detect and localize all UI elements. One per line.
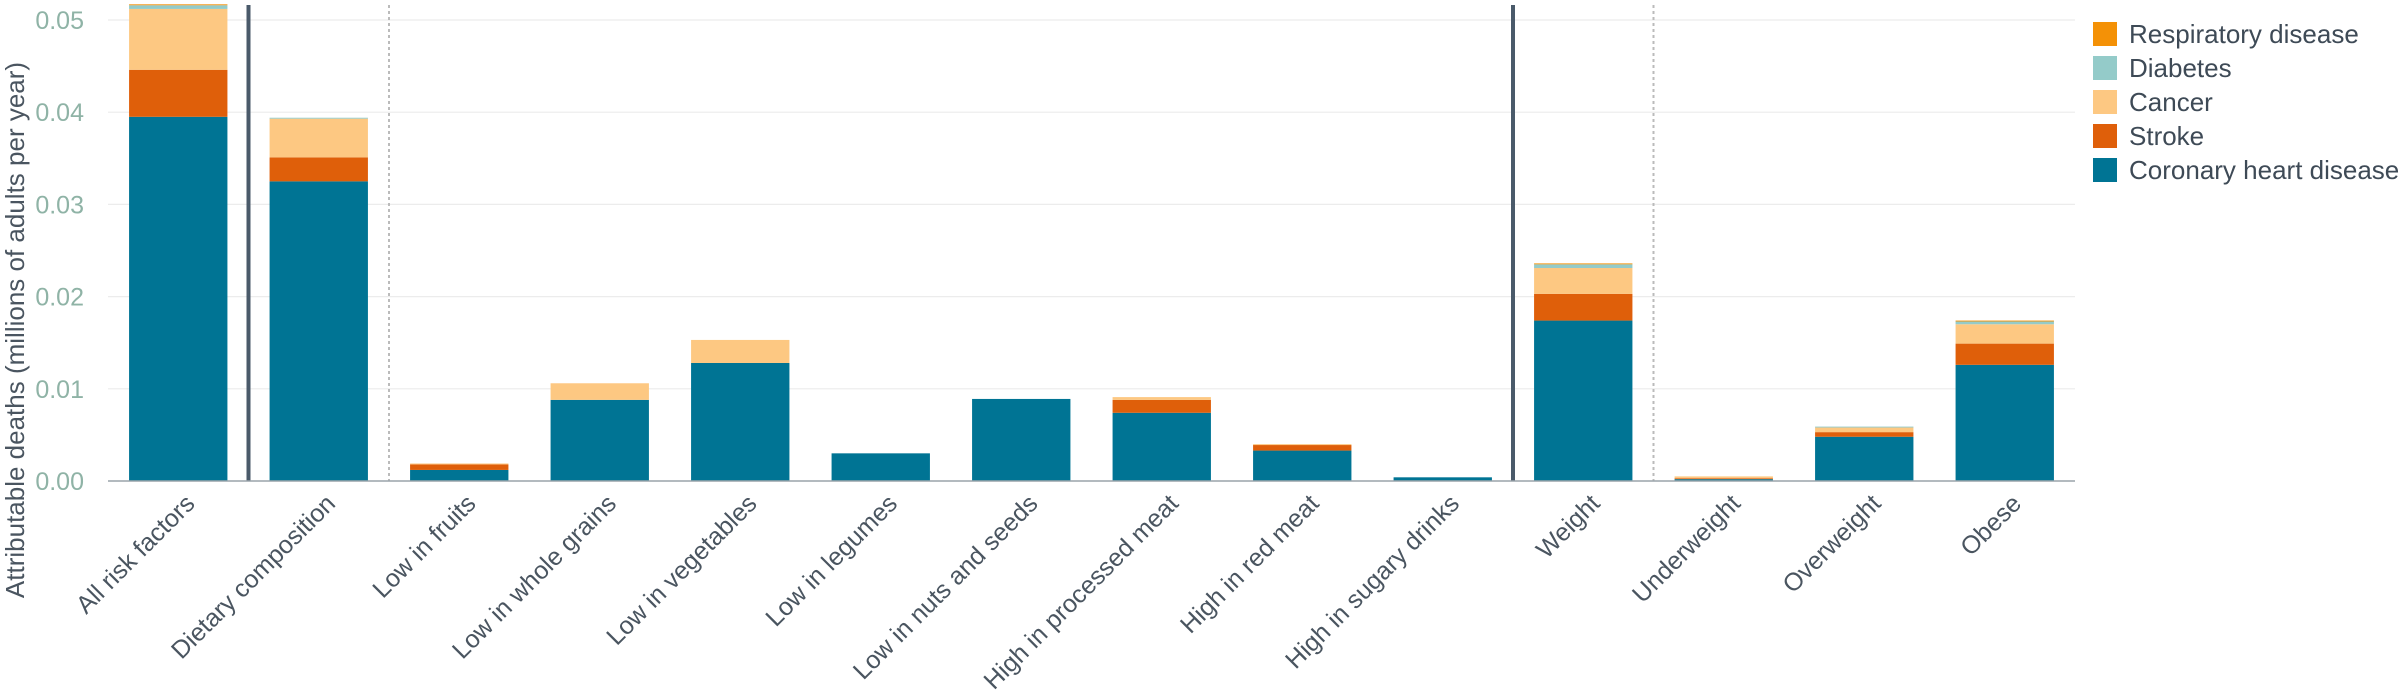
bars xyxy=(129,4,2054,481)
y-tick-label: 0.01 xyxy=(35,376,84,404)
legend-swatch xyxy=(2093,22,2117,46)
bar-segment-stroke xyxy=(269,157,368,182)
bar-segment-diabetes xyxy=(129,5,228,9)
bar-segment-cancer xyxy=(410,463,509,465)
bar-segment-respiratory-disease xyxy=(1534,263,1633,265)
bar-segment-coronary-heart-disease xyxy=(129,116,228,481)
bar-segment-stroke xyxy=(1815,432,1914,437)
bar-stack xyxy=(691,339,790,481)
bar-segment-stroke xyxy=(1674,478,1773,480)
bar-segment-coronary-heart-disease xyxy=(1253,450,1352,481)
legend-label: Cancer xyxy=(2129,87,2213,117)
bar-stack xyxy=(1534,263,1633,481)
legend-item: Cancer xyxy=(2093,87,2213,117)
bar-segment-coronary-heart-disease xyxy=(831,453,930,481)
bar-segment-diabetes xyxy=(1815,426,1914,428)
bar-stack xyxy=(972,398,1071,481)
legend-swatch xyxy=(2093,124,2117,148)
legend-label: Stroke xyxy=(2129,121,2204,151)
bar-segment-coronary-heart-disease xyxy=(972,398,1071,481)
bar-stack xyxy=(1674,476,1773,481)
y-axis-ticks: 0.00 0.01 0.02 0.03 0.04 0.05 xyxy=(35,7,84,496)
bar-segment-coronary-heart-disease xyxy=(1815,436,1914,481)
bar-segment-cancer xyxy=(1112,397,1211,400)
bar-stack xyxy=(410,463,509,481)
bar-segment-coronary-heart-disease xyxy=(1112,412,1211,481)
bar-segment-cancer xyxy=(1253,444,1352,446)
bar-segment-cancer xyxy=(269,118,368,158)
bar-segment-stroke xyxy=(1253,445,1352,451)
bar-stack xyxy=(129,4,228,481)
legend-item: Coronary heart disease xyxy=(2093,155,2399,185)
bar-segment-coronary-heart-disease xyxy=(1674,479,1773,481)
x-tick-label: Weight xyxy=(1531,489,1606,564)
x-tick-label: Low in vegetables xyxy=(601,489,762,650)
bar-stack xyxy=(550,383,649,481)
bar-stack xyxy=(1815,426,1914,481)
bar-segment-respiratory-disease xyxy=(129,4,228,6)
bar-segment-coronary-heart-disease xyxy=(269,181,368,481)
x-tick-label: Low in legumes xyxy=(760,489,903,632)
bar-stack xyxy=(1955,320,2054,481)
bar-segment-coronary-heart-disease xyxy=(1393,477,1492,481)
x-tick-label: High in red meat xyxy=(1175,489,1325,639)
y-axis-title: Attributable deaths (millions of adults … xyxy=(0,62,30,598)
gridlines xyxy=(108,19,2075,390)
legend-label: Diabetes xyxy=(2129,53,2232,83)
legend-item: Diabetes xyxy=(2093,53,2232,83)
bar-segment-stroke xyxy=(129,69,228,117)
legend-item: Stroke xyxy=(2093,121,2204,151)
legend-swatch xyxy=(2093,56,2117,80)
bar-segment-respiratory-disease xyxy=(1955,320,2054,322)
bar-stack xyxy=(1112,397,1211,481)
bar-segment-coronary-heart-disease xyxy=(1955,364,2054,481)
y-tick-label: 0.05 xyxy=(35,7,84,35)
bar-segment-coronary-heart-disease xyxy=(550,399,649,481)
bar-segment-stroke xyxy=(410,464,509,470)
legend-label: Respiratory disease xyxy=(2129,19,2359,49)
bar-segment-diabetes xyxy=(1955,321,2054,325)
legend: Respiratory disease Diabetes Cancer Stroke C… xyxy=(2093,19,2399,185)
bar-segment-stroke xyxy=(1112,399,1211,413)
bar-segment-stroke xyxy=(1955,343,2054,365)
x-tick-label: Underweight xyxy=(1627,489,1746,608)
bar-stack xyxy=(831,453,930,481)
bar-segment-cancer xyxy=(129,8,228,70)
y-tick-label: 0.04 xyxy=(35,99,84,127)
bar-segment-diabetes xyxy=(1534,264,1633,269)
bar-segment-coronary-heart-disease xyxy=(1534,320,1633,481)
bar-segment-diabetes xyxy=(269,117,368,119)
bar-segment-cancer xyxy=(1674,476,1773,479)
bar-stack xyxy=(1393,477,1492,481)
x-tick-label: Low in fruits xyxy=(367,489,481,603)
x-tick-label: Overweight xyxy=(1777,489,1886,598)
legend-label: Coronary heart disease xyxy=(2129,155,2399,185)
bar-stack xyxy=(269,117,368,481)
legend-item: Respiratory disease xyxy=(2093,19,2359,49)
bar-segment-cancer xyxy=(1955,324,2054,344)
x-tick-label: Obese xyxy=(1955,489,2027,561)
bar-segment-coronary-heart-disease xyxy=(691,362,790,481)
y-tick-label: 0.03 xyxy=(35,191,84,219)
bar-stack xyxy=(1253,444,1352,481)
legend-swatch xyxy=(2093,158,2117,182)
bar-segment-cancer xyxy=(1815,427,1914,433)
y-tick-label: 0.02 xyxy=(35,284,84,312)
legend-swatch xyxy=(2093,90,2117,114)
group-separators xyxy=(246,5,1655,481)
x-tick-label: All risk factors xyxy=(71,489,201,619)
bar-segment-cancer xyxy=(550,383,649,400)
bar-segment-cancer xyxy=(1534,268,1633,294)
bar-segment-cancer xyxy=(691,339,790,363)
y-tick-label: 0.00 xyxy=(35,468,84,496)
bar-segment-coronary-heart-disease xyxy=(410,469,509,481)
bar-segment-stroke xyxy=(1534,293,1633,321)
